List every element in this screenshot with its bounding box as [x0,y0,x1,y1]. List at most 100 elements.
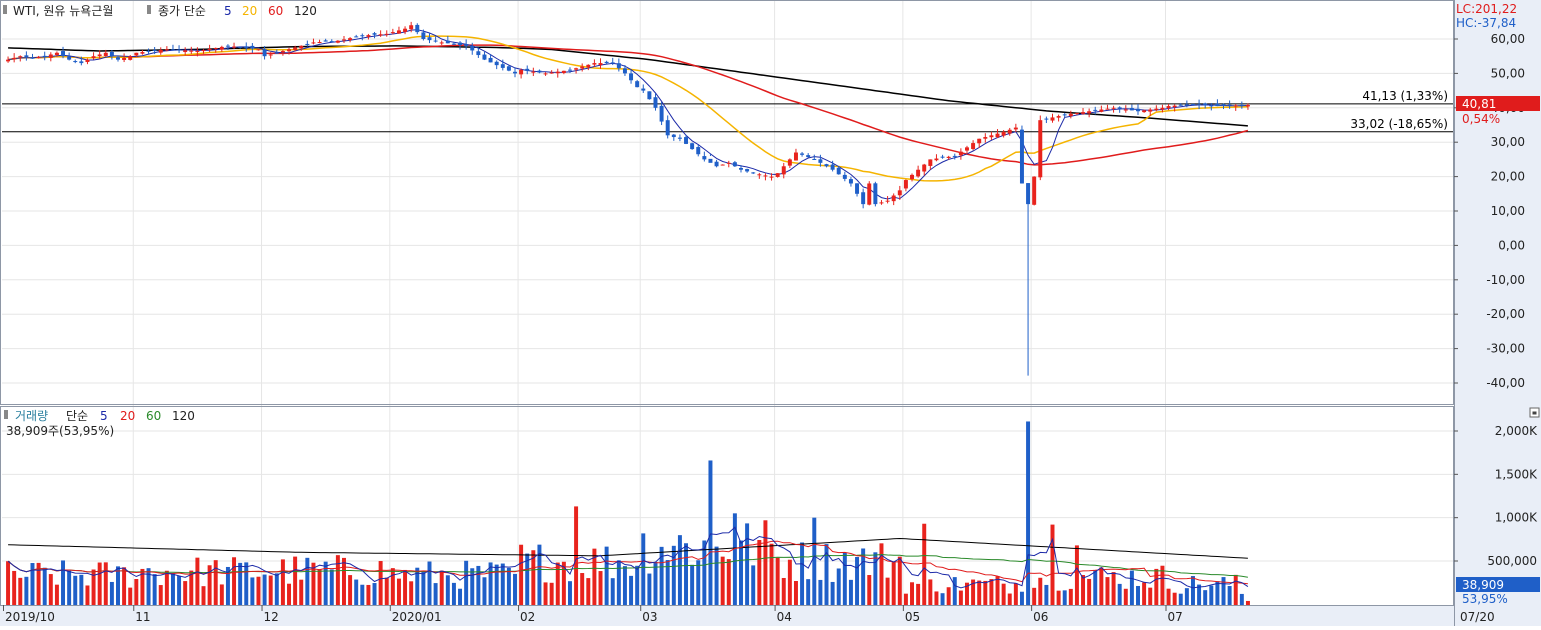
candle [653,93,658,111]
volume-bar [763,520,768,605]
candle [824,163,829,168]
volume-bar [335,555,340,605]
volume-bar [280,559,285,605]
candle [616,58,621,72]
x-tick-label: 06 [1033,610,1048,624]
volume-bar [262,574,267,605]
volume-bar [867,575,872,605]
candle [1148,107,1153,116]
volume-bar [757,539,762,605]
volume-bar [366,584,371,605]
candle [1160,104,1165,113]
volume-bar [1184,588,1189,605]
candle [842,171,847,182]
candle [1044,116,1049,124]
candle [378,30,383,37]
candle [1129,104,1134,111]
volume-bar [152,574,157,605]
candle [1197,99,1202,110]
volume-legend-ma5: 5 [100,409,108,423]
candle [30,53,35,59]
candle [806,153,811,158]
volume-bar [1117,583,1122,605]
candle [305,40,310,47]
volume-bar [409,581,414,605]
volume-bar [616,560,621,605]
volume-bar [415,567,420,605]
volume-bar [354,579,359,605]
candle [506,65,511,72]
candle [299,45,304,51]
candle [500,59,505,71]
candle [470,42,475,55]
candle [335,40,340,44]
candle [830,160,835,172]
candle [244,42,249,52]
volume-bar [500,563,505,605]
candle [696,145,701,157]
volume-bar [1050,524,1055,605]
volume-bar [464,560,469,605]
volume-bar [1227,586,1232,605]
candle [256,49,261,51]
candle [1099,105,1104,113]
candle [280,50,285,56]
candle [708,154,713,163]
volume-bar [910,582,914,605]
candle [891,193,896,206]
legend-symbol: WTI, 원유 뉴욕근월 [13,4,113,18]
candle [983,133,988,143]
volume-bar [952,577,957,605]
candle [1007,127,1012,136]
volume-bar [1074,545,1079,605]
volume-bar [1190,576,1195,605]
candle [525,65,530,75]
candle [1117,106,1122,113]
candle [543,72,548,76]
candle [995,129,1000,138]
volume-bar [781,577,786,605]
volume-bar [1221,577,1226,605]
candle [146,48,151,54]
volume-tick-label: 1,500K [1495,467,1538,481]
candle [1123,105,1128,113]
candle [164,46,169,52]
candle [610,57,615,66]
volume-legend[interactable]: 거래량 단순 5 20 60 120 38,909주(53,95%) [4,409,195,438]
volume-bar [598,571,603,605]
candle [928,159,933,170]
volume-bar [54,584,59,605]
volume-bar [940,593,945,605]
volume-bar [1105,577,1110,605]
x-tick-label: 12 [264,610,279,624]
candle [109,50,114,60]
candle [555,68,560,78]
x-tick-label: 03 [642,610,657,624]
candle [769,173,774,181]
candle [1105,104,1110,110]
last-price-value: 40,81 [1462,97,1496,111]
volume-bar [177,576,182,605]
candle [1227,100,1232,109]
volume-bar [1245,600,1250,605]
volume-bar [842,552,847,605]
candle [580,63,585,72]
volume-bar [555,562,560,605]
volume-bar [317,569,322,605]
candle [622,65,627,76]
volume-bar [592,548,597,605]
price-legend[interactable]: WTI, 원유 뉴욕근월 종가 단순 5 20 60 120 [3,4,317,18]
candle [592,59,597,67]
volume-bar [1038,577,1043,605]
hline-low-label: 33,02 (-18,65%) [1350,117,1448,131]
volume-bar [647,573,652,605]
candle [372,31,377,39]
volume-bar [85,585,90,605]
volume-bar [1172,592,1177,605]
candle [574,67,579,74]
candle [317,39,322,44]
candle [1074,112,1079,116]
volume-bar [934,591,939,605]
volume-bar [61,560,66,605]
candle [965,145,969,155]
